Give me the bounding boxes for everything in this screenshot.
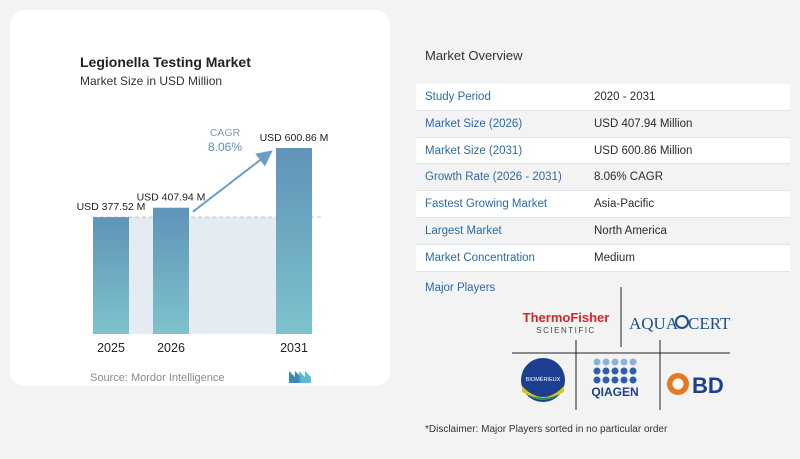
- x-tick-label: 2026: [157, 341, 185, 355]
- overview-row: Growth Rate (2026 - 2031) 8.06% CAGR: [416, 164, 790, 192]
- bd-sun-icon: [667, 373, 689, 395]
- biomerieux-wordmark: BIOMÉRIEUX: [526, 376, 561, 383]
- gap-shaded-area: [129, 217, 153, 334]
- disclaimer-text: *Disclaimer: Major Players sorted in no …: [425, 424, 668, 435]
- bar-value-label: USD 407.94 M: [137, 192, 206, 204]
- overview-row: Market Size (2026) USD 407.94 Million: [416, 110, 790, 138]
- overview-row-label: Market Size (2026): [425, 117, 523, 130]
- overview-row-value: Medium: [594, 251, 635, 264]
- thermofisher-wordmark: ThermoFisher: [523, 310, 610, 325]
- major-players-title: Major Players: [425, 282, 496, 294]
- overview-row-value: USD 600.86 Million: [594, 144, 693, 157]
- x-tick-label: 2031: [280, 341, 308, 355]
- aquacert-drop-icon: [675, 315, 689, 329]
- cagr-label: CAGR: [210, 127, 241, 139]
- bar-2025: [93, 217, 129, 334]
- chart-subtitle: Market Size in USD Million: [80, 74, 223, 88]
- overview-row: Market Concentration Medium: [416, 244, 790, 272]
- overview-row-value: 2020 - 2031: [594, 91, 656, 103]
- chart-card: Legionella Testing Market Market Size in…: [10, 10, 390, 386]
- overview-row-label: Study Period: [425, 91, 491, 103]
- qiagen-logo: QIAGEN: [591, 358, 639, 399]
- overview-row-label: Fastest Growing Market: [425, 198, 548, 211]
- bar-value-label: USD 377.52 M: [77, 201, 146, 213]
- overview-row-label: Growth Rate (2026 - 2031): [425, 171, 562, 184]
- overview-row-label: Largest Market: [425, 224, 502, 237]
- market-overview-title: Market Overview: [425, 48, 523, 63]
- market-overview-table: Study Period 2020 - 2031 Market Size (202…: [416, 84, 790, 272]
- overview-row: Fastest Growing Market Asia-Pacific: [416, 191, 790, 218]
- biomerieux-circle-icon: [521, 358, 565, 402]
- qiagen-dots-icon: [593, 358, 637, 366]
- bar-2031: [276, 148, 312, 334]
- overview-row-value: USD 407.94 Million: [594, 117, 693, 130]
- overview-row: Study Period 2020 - 2031: [416, 84, 790, 111]
- overview-row-value: Asia-Pacific: [594, 198, 655, 211]
- bar-chart: USD 377.52 M 2025 USD 407.94 M 2026 USD 600.…: [77, 127, 329, 355]
- cagr-arrow: [192, 150, 273, 213]
- aquacert-logo: AQUA CERT: [629, 314, 731, 333]
- x-tick-label: 2025: [97, 341, 125, 355]
- bd-wordmark: BD: [692, 373, 724, 398]
- qiagen-wordmark: QIAGEN: [591, 385, 638, 399]
- cagr-value: 8.06%: [208, 140, 242, 154]
- overview-row-label: Market Size (2031): [425, 144, 523, 157]
- bar-2026: [153, 207, 189, 334]
- bd-logo: BD: [667, 373, 724, 398]
- source-text: Source: Mordor Intelligence: [90, 372, 225, 384]
- overview-row-value: North America: [594, 224, 667, 237]
- bar-value-label: USD 600.86 M: [260, 132, 329, 144]
- overview-row: Market Size (2031) USD 600.86 Million: [416, 137, 790, 165]
- mordor-intelligence-logo: [289, 371, 311, 383]
- aquacert-wordmark-aqua: AQUA: [629, 314, 679, 333]
- overview-row: Largest Market North America: [416, 217, 790, 245]
- thermofisher-subtext: SCIENTIFIC: [536, 326, 595, 335]
- overview-row-label: Market Concentration: [425, 251, 535, 264]
- cagr-shaded-area: [189, 217, 276, 334]
- thermofisher-logo: ThermoFisher SCIENTIFIC: [523, 310, 610, 335]
- aquacert-wordmark-cert: CERT: [688, 314, 731, 333]
- overview-row-value: 8.06% CAGR: [594, 171, 664, 184]
- chart-title: Legionella Testing Market: [80, 54, 251, 70]
- biomerieux-logo: BIOMÉRIEUX: [521, 358, 565, 402]
